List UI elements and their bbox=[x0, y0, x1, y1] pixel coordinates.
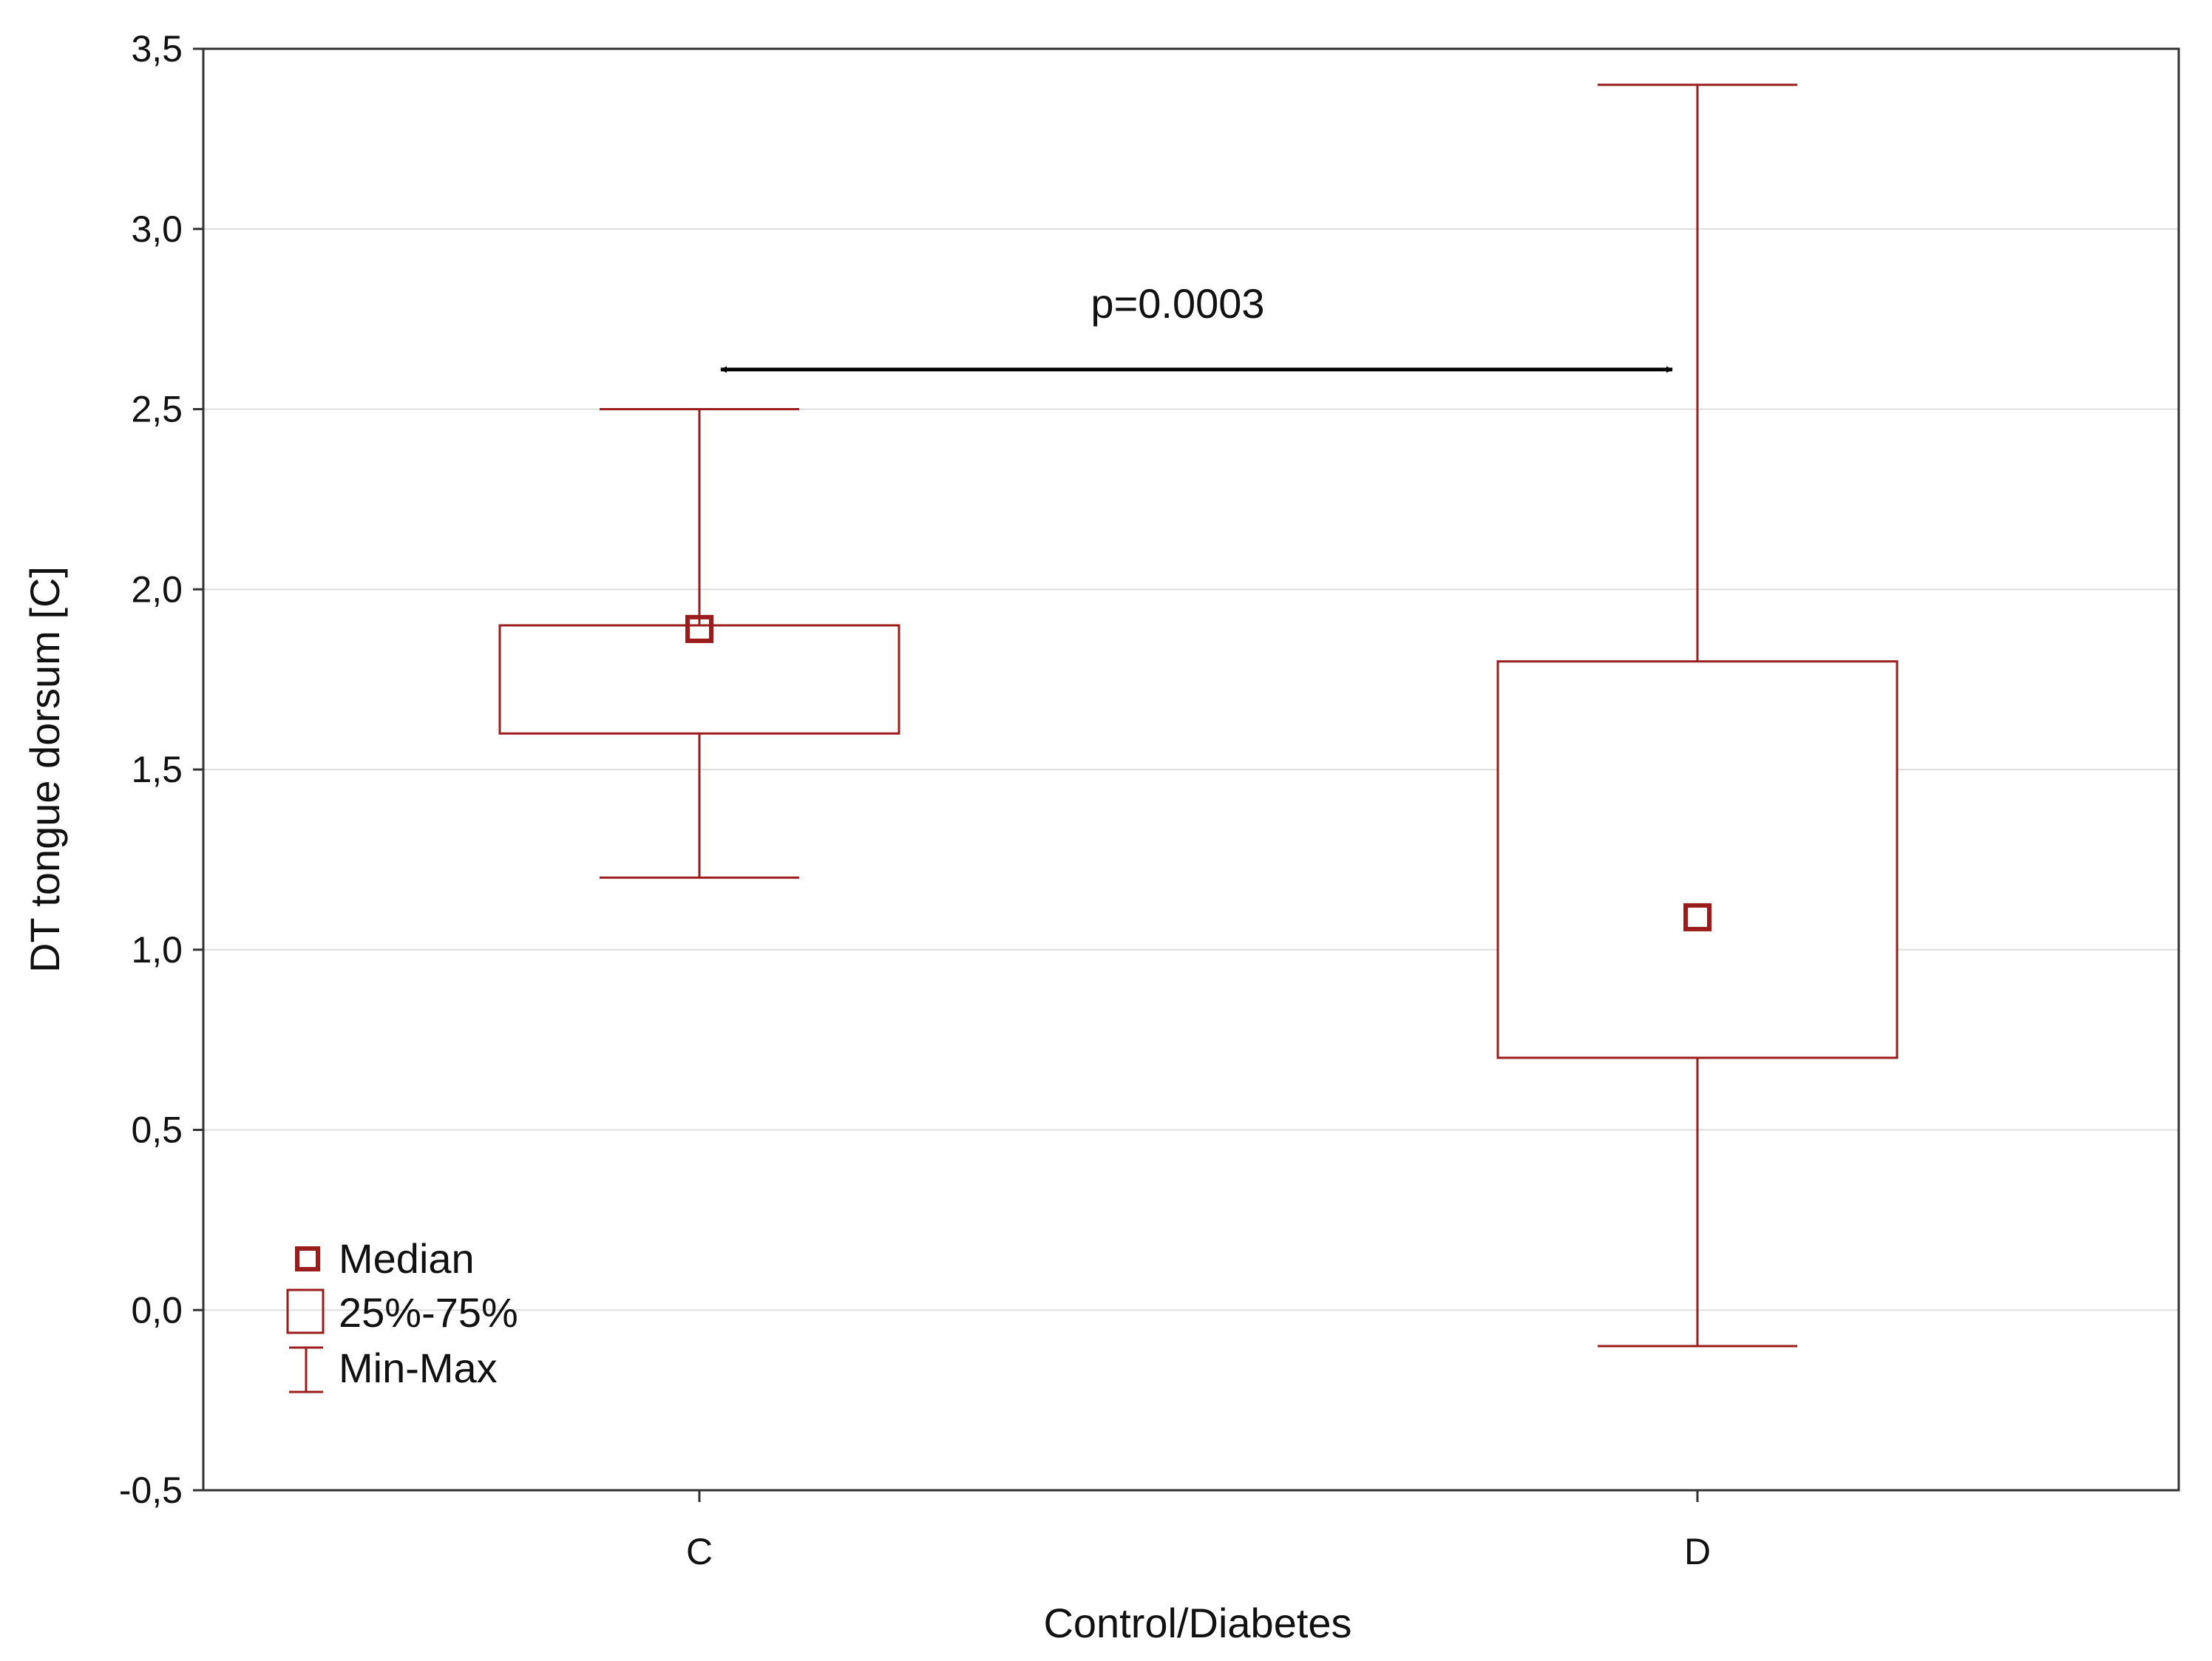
grid-lines bbox=[203, 228, 2179, 1311]
median-marker bbox=[1683, 903, 1711, 931]
box-series bbox=[498, 84, 1899, 1348]
legend-median-icon bbox=[295, 1246, 320, 1271]
y-axis-title: DT tongue dorsum [C] bbox=[21, 566, 68, 973]
plot-area-frame bbox=[202, 47, 2180, 1492]
legend-median-label: Median bbox=[339, 1235, 475, 1282]
legend-minmax-label: Min-Max bbox=[339, 1345, 498, 1391]
y-tick-label: 3,0 bbox=[131, 208, 183, 250]
y-tick-label: 2,0 bbox=[131, 568, 183, 610]
box-group-d bbox=[1496, 84, 1899, 1348]
significance-annotation: p=0.0003 bbox=[720, 280, 1673, 373]
y-tick-label: 3,5 bbox=[131, 28, 183, 69]
y-tick-label: 1,5 bbox=[131, 749, 183, 790]
median-marker bbox=[685, 614, 713, 643]
legend-iqr-label: 25%-75% bbox=[339, 1289, 518, 1336]
y-tick-label: -0,5 bbox=[119, 1470, 183, 1511]
x-tick-label: C bbox=[686, 1531, 713, 1572]
box-group-c bbox=[498, 408, 900, 879]
legend: Median 25%-75% Min-Max bbox=[286, 1235, 518, 1393]
x-axis-title: Control/Diabetes bbox=[1043, 1600, 1351, 1646]
y-tick-label: 0,5 bbox=[131, 1110, 183, 1151]
y-tick-label: 1,0 bbox=[131, 929, 183, 971]
x-tick-label: D bbox=[1684, 1531, 1711, 1572]
p-value-label: p=0.0003 bbox=[1090, 280, 1264, 327]
iqr-box bbox=[498, 624, 900, 735]
iqr-box bbox=[1496, 660, 1899, 1059]
y-axis-ticks: -0,5 0,0 0,5 1,0 1,5 2,0 2,5 3,0 3,5 bbox=[119, 28, 203, 1511]
legend-iqr-icon bbox=[286, 1288, 325, 1334]
y-tick-label: 2,5 bbox=[131, 389, 183, 430]
y-tick-label: 0,0 bbox=[131, 1289, 183, 1331]
